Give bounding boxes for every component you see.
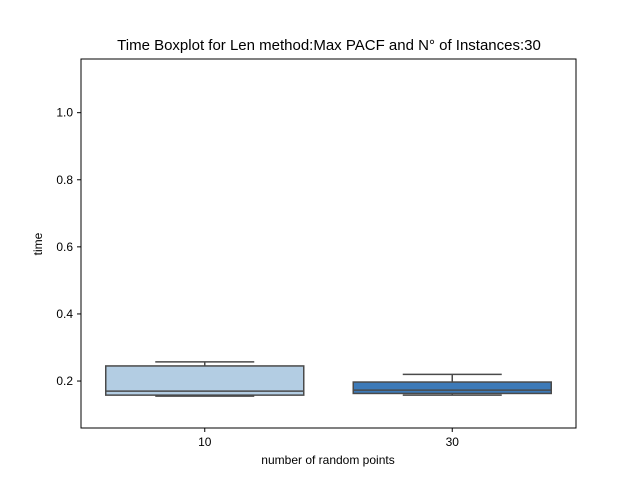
y-tick-label: 0.6 <box>56 240 73 254</box>
chart-title: Time Boxplot for Len method:Max PACF and… <box>117 37 541 54</box>
y-axis-label: time <box>31 232 45 255</box>
x-tick-label: 10 <box>198 435 212 449</box>
x-axis: 10 30 <box>198 428 459 449</box>
box-iqr <box>352 381 552 395</box>
x-tick-label: 30 <box>446 435 460 449</box>
y-tick-label: 0.8 <box>56 173 73 187</box>
box-iqr <box>105 365 305 396</box>
x-axis-label: number of random points <box>261 453 394 467</box>
plot-area <box>105 361 552 397</box>
y-tick-label: 0.2 <box>56 374 73 388</box>
box-30 <box>352 373 552 396</box>
box-10 <box>105 361 305 397</box>
plot-frame <box>80 58 577 429</box>
y-tick-label: 1.0 <box>56 106 73 120</box>
y-tick-label: 0.4 <box>56 307 73 321</box>
y-axis: 0.2 0.4 0.6 0.8 1.0 <box>56 106 81 388</box>
